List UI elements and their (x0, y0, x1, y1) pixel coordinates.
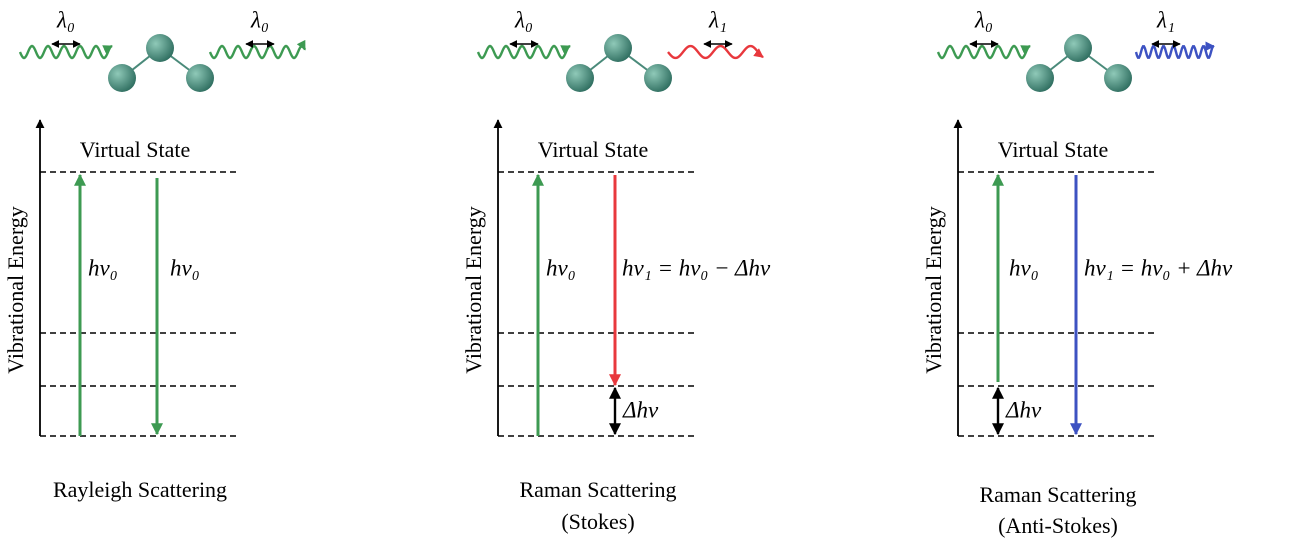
caption: (Stokes) (561, 509, 634, 534)
scattered-wavelength-label: λ₁ (1156, 7, 1175, 32)
caption: Raman Scattering (979, 482, 1136, 507)
incident-wavelength-label: λ₀ (56, 7, 75, 32)
virtual-state-label: Virtual State (538, 137, 648, 162)
atom (1104, 64, 1132, 92)
atom (1064, 34, 1092, 62)
transition-label: hν₀ (170, 255, 200, 280)
photon-wave (668, 46, 763, 58)
photon-wave (210, 46, 305, 58)
atom (644, 64, 672, 92)
caption: Rayleigh Scattering (53, 477, 227, 502)
atom (186, 64, 214, 92)
transition-label: hν₀ (546, 255, 576, 280)
virtual-state-label: Virtual State (998, 137, 1108, 162)
photon-wave (1136, 46, 1214, 57)
transition-label: hν₀ (88, 255, 118, 280)
incident-wavelength-label: λ₀ (514, 7, 533, 32)
virtual-state-label: Virtual State (80, 137, 190, 162)
photon-wave (20, 46, 112, 58)
axis-label: Vibrational Energy (461, 206, 486, 374)
scattered-wavelength-label: λ₀ (250, 7, 269, 32)
atom (566, 64, 594, 92)
atom (146, 34, 174, 62)
atom (1026, 64, 1054, 92)
transition-label: hν₁ = hν₀ − Δhν (622, 255, 771, 280)
axis-label: Vibrational Energy (921, 206, 946, 374)
scattering-diagram: λ₀ λ₀ Vibrational Energy Virtual State hν₀ hν… (0, 0, 1309, 540)
photon-wave (478, 46, 570, 58)
scattered-wavelength-label: λ₁ (708, 7, 727, 32)
transition-label: hν₁ = hν₀ + Δhν (1084, 255, 1233, 280)
atom (604, 34, 632, 62)
atom (108, 64, 136, 92)
energy-shift-label: Δhν (622, 397, 659, 422)
axis-label: Vibrational Energy (3, 206, 28, 374)
caption: Raman Scattering (519, 477, 676, 502)
incident-wavelength-label: λ₀ (974, 7, 993, 32)
energy-shift-label: Δhν (1005, 397, 1042, 422)
photon-wave (938, 46, 1030, 58)
caption: (Anti-Stokes) (998, 513, 1118, 538)
transition-label: hν₀ (1009, 255, 1039, 280)
